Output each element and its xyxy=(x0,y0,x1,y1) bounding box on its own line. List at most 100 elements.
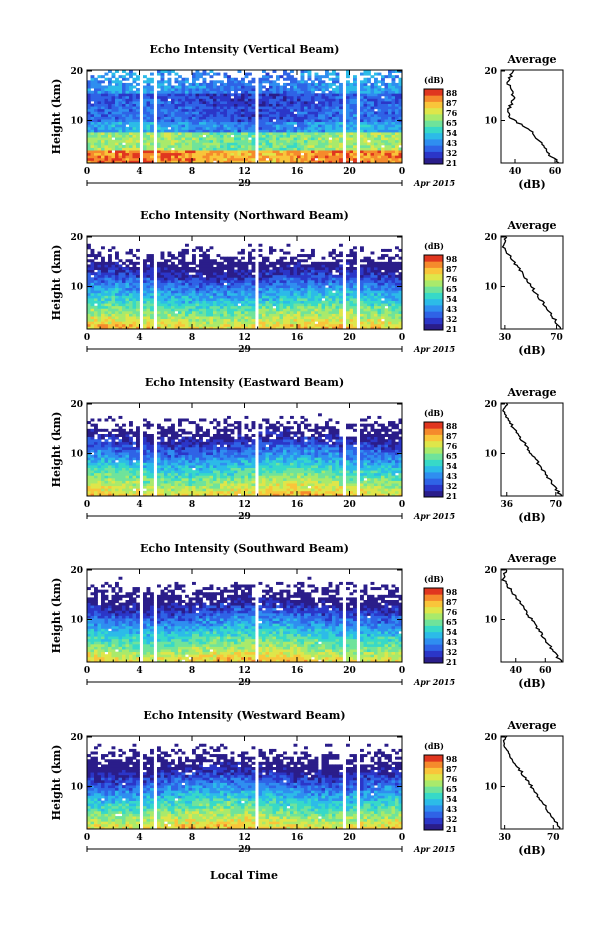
heatmap-cell xyxy=(150,310,154,314)
heatmap-cell xyxy=(164,108,168,112)
heatmap-cell xyxy=(171,129,175,133)
heatmap-cell xyxy=(227,77,231,81)
heatmap-cell xyxy=(370,93,375,97)
profile-title: Average xyxy=(506,53,556,66)
heatmap-cell xyxy=(381,77,385,81)
heatmap-cell xyxy=(325,295,329,299)
heatmap-cell xyxy=(213,124,217,128)
heatmap-cell xyxy=(339,285,343,289)
heatmap-cell xyxy=(160,103,165,107)
heatmap-cell xyxy=(367,132,371,135)
heatmap-cell xyxy=(234,261,238,265)
heatmap-cell xyxy=(367,295,371,299)
heatmap-cell xyxy=(206,303,210,307)
heatmap-cell xyxy=(220,279,224,283)
heatmap-cell xyxy=(381,103,385,107)
heatmap-cell xyxy=(346,287,350,291)
heatmap-cell xyxy=(136,98,140,102)
heatmap-cell xyxy=(87,298,91,301)
heatmap-cell xyxy=(332,72,336,76)
heatmap-cell xyxy=(293,93,298,97)
heatmap-cell xyxy=(307,321,312,325)
heatmap-cell xyxy=(108,134,112,138)
heatmap-cell xyxy=(395,111,399,115)
heatmap-cell xyxy=(398,88,403,92)
heatmap-cell xyxy=(398,106,403,110)
heatmap-cell xyxy=(157,116,161,120)
heatmap-cell xyxy=(115,144,119,148)
heatmap-cell xyxy=(349,267,354,270)
heatmap-cell xyxy=(213,321,217,325)
heatmap-cell xyxy=(143,277,147,281)
heatmap-cell xyxy=(258,144,263,148)
heatmap-cell xyxy=(174,290,179,294)
heatmap-cell xyxy=(101,116,105,120)
heatmap-cell xyxy=(188,261,193,265)
heatmap-cell xyxy=(346,93,350,97)
heatmap-cell xyxy=(241,298,245,301)
heatmap-cell xyxy=(377,134,382,138)
heatmap-cell xyxy=(178,101,182,104)
heatmap-cell xyxy=(381,126,385,130)
heatmap-cell xyxy=(213,88,217,92)
heatmap-cell xyxy=(234,111,238,115)
heatmap-cell xyxy=(332,261,336,265)
heatmap-cell xyxy=(314,272,319,276)
heatmap-cell xyxy=(111,155,116,159)
heatmap-cell xyxy=(346,88,350,92)
heatmap-cell xyxy=(251,290,256,294)
heatmap-cell xyxy=(209,119,214,123)
heatmap-cell xyxy=(213,272,217,276)
heatmap-cell xyxy=(293,264,298,268)
heatmap-cell xyxy=(97,93,102,97)
heatmap-cell xyxy=(122,88,126,92)
heatmap-cell xyxy=(384,116,389,120)
heatmap-cell xyxy=(286,160,291,164)
heatmap-cell xyxy=(87,267,91,270)
heatmap-cell xyxy=(122,70,126,73)
heatmap-cell xyxy=(391,137,396,141)
panel-1: Echo Intensity (Northward Beam)0 4 8 12 16 20… xyxy=(50,209,564,357)
heatmap-cell xyxy=(157,295,161,299)
heatmap-cell xyxy=(111,292,116,296)
heatmap-cell xyxy=(101,256,105,260)
heatmap-cell xyxy=(115,134,119,138)
heatmap-cell xyxy=(195,108,200,112)
heatmap-cell xyxy=(122,95,126,99)
heatmap-cell xyxy=(220,285,224,289)
heatmap-cell xyxy=(300,72,305,76)
heatmap-cell xyxy=(293,150,298,154)
heatmap-cell xyxy=(227,124,231,128)
heatmap-cell xyxy=(283,142,287,146)
heatmap-cell xyxy=(160,88,165,92)
heatmap-cell xyxy=(237,305,242,309)
heatmap-cell xyxy=(115,303,119,307)
heatmap-cell xyxy=(325,137,329,141)
heatmap-cell xyxy=(101,295,105,299)
heatmap-cell xyxy=(360,321,364,325)
heatmap-cell xyxy=(90,75,95,79)
heatmap-cell xyxy=(339,85,343,89)
heatmap-cell xyxy=(213,300,217,304)
heatmap-cell xyxy=(206,93,210,97)
heatmap-cell xyxy=(157,264,161,268)
heatmap-cell xyxy=(370,152,375,156)
heatmap-cell xyxy=(311,152,315,156)
heatmap-cell xyxy=(325,134,329,138)
heatmap-cell xyxy=(104,303,109,307)
heatmap-cell xyxy=(307,298,312,301)
heatmap-cell xyxy=(206,254,210,258)
heatmap-cell xyxy=(136,155,140,159)
heatmap-cell xyxy=(129,272,133,276)
heatmap-cell xyxy=(370,121,375,125)
heatmap-cell xyxy=(353,95,357,99)
heatmap-cell xyxy=(265,277,270,281)
heatmap-cell xyxy=(192,121,196,125)
heatmap-cell xyxy=(388,134,392,138)
heatmap-cell xyxy=(125,318,130,322)
heatmap-cell xyxy=(349,121,354,125)
heatmap-cell xyxy=(237,308,242,312)
heatmap-cell xyxy=(367,269,371,273)
heatmap-cell xyxy=(349,137,354,141)
heatmap-cell xyxy=(286,150,291,154)
